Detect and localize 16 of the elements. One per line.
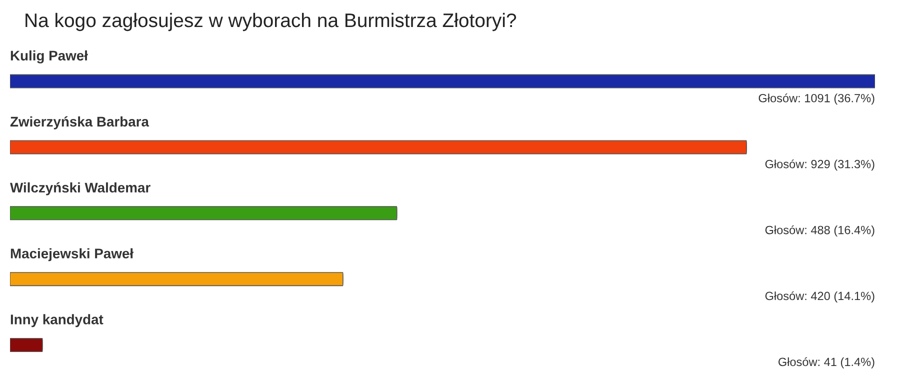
y-tick-label: Kulig Paweł [10, 50, 88, 64]
data-label: Głosów: 1091 (36.7%) [758, 94, 874, 105]
y-tick-label: Maciejewski Paweł [10, 248, 134, 262]
bar [10, 74, 875, 88]
bar [10, 338, 43, 352]
chart-title: Na kogo zagłosujesz w wyborach na Burmistrza Złotoryi? [26, 12, 516, 32]
bar [10, 272, 344, 286]
y-tick-label: Inny kandydat [10, 314, 104, 328]
y-tick-label: Zwierzyńska Barbara [10, 116, 150, 130]
data-label: Głosów: 41 (1.4%) [778, 357, 874, 368]
bar [10, 206, 398, 220]
y-tick-label: Wilczyński Waldemar [10, 182, 150, 196]
data-label: Głosów: 929 (31.3%) [765, 159, 874, 171]
bar [10, 140, 747, 154]
data-label: Głosów: 488 (16.4%) [765, 225, 874, 237]
data-label: Głosów: 420 (14.1%) [765, 291, 874, 302]
